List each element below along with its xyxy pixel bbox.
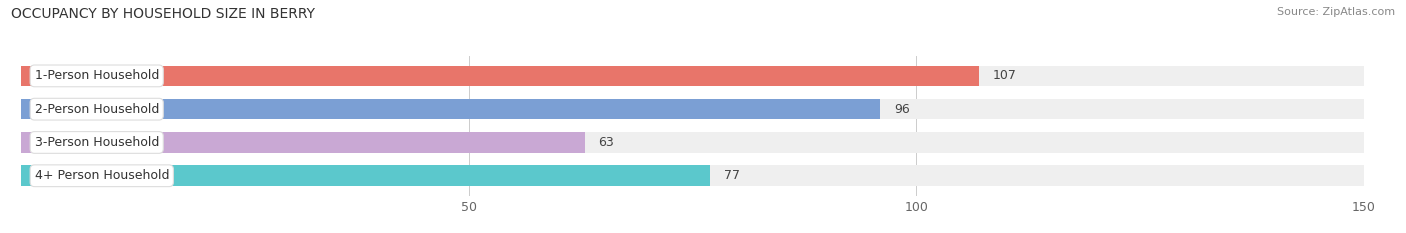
Text: 3-Person Household: 3-Person Household (35, 136, 159, 149)
Bar (21, 65, 979, 86)
Text: 63: 63 (599, 136, 614, 149)
Text: OCCUPANCY BY HOUSEHOLD SIZE IN BERRY: OCCUPANCY BY HOUSEHOLD SIZE IN BERRY (11, 7, 315, 21)
Text: 2-Person Household: 2-Person Household (35, 103, 159, 116)
Text: 96: 96 (894, 103, 910, 116)
Text: Source: ZipAtlas.com: Source: ZipAtlas.com (1277, 7, 1395, 17)
Bar (21, 132, 1364, 153)
Text: 77: 77 (724, 169, 740, 182)
Text: 1-Person Household: 1-Person Household (35, 69, 159, 82)
Text: 4+ Person Household: 4+ Person Household (35, 169, 169, 182)
Bar (21, 65, 1364, 86)
Bar (21, 99, 880, 120)
Bar (21, 165, 1364, 186)
Bar (21, 165, 710, 186)
Bar (21, 99, 1364, 120)
Text: 107: 107 (993, 69, 1017, 82)
Bar (21, 132, 585, 153)
